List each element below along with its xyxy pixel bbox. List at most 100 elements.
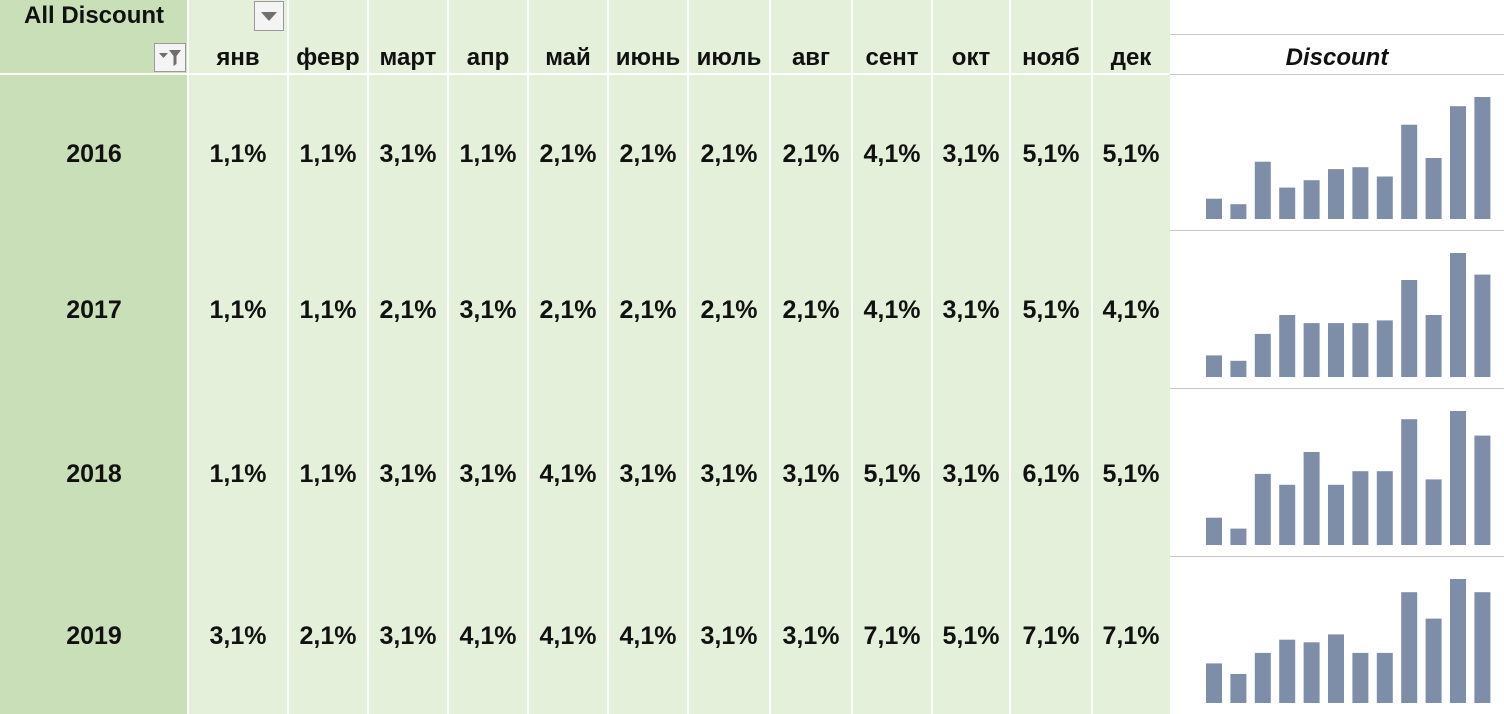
discount-cell[interactable]: 3,1% [619, 460, 677, 488]
discount-cell[interactable]: 7,1% [1102, 622, 1160, 650]
discount-cell[interactable]: 3,1% [942, 296, 1000, 324]
discount-cell[interactable]: 4,1% [863, 140, 921, 168]
discount-sparkline [1206, 411, 1491, 545]
discount-cell[interactable]: 5,1% [1022, 140, 1080, 168]
sparkline-bar [1328, 323, 1344, 377]
discount-cell[interactable]: 3,1% [379, 460, 437, 488]
year-label[interactable]: 2018 [66, 460, 122, 488]
discount-cell[interactable]: 3,1% [459, 296, 517, 324]
discount-cell[interactable]: 2,1% [619, 296, 677, 324]
discount-cell[interactable]: 7,1% [863, 622, 921, 650]
sparkline-bar [1230, 360, 1247, 377]
sparkline-bar [1425, 479, 1442, 545]
discount-cell[interactable]: 5,1% [942, 622, 1000, 650]
sparkline-bar [1425, 158, 1442, 219]
sparkline-bar [1254, 161, 1271, 219]
discount-cell[interactable]: 4,1% [539, 622, 597, 650]
discount-cell[interactable]: 1,1% [459, 140, 517, 168]
discount-cell[interactable]: 2,1% [539, 296, 597, 324]
sparkline-bar [1303, 180, 1320, 219]
grid-vline [1009, 0, 1011, 714]
grid-vline [287, 0, 289, 714]
sparkline-bar [1352, 471, 1369, 545]
sparkline-bar [1425, 315, 1442, 377]
discount-cell[interactable]: 2,1% [700, 140, 758, 168]
discount-cell[interactable]: 3,1% [700, 622, 758, 650]
sparkline-bar [1474, 592, 1491, 703]
discount-sparkline [1206, 253, 1491, 377]
sparkline-bar [1450, 411, 1466, 545]
discount-cell[interactable]: 1,1% [299, 460, 357, 488]
discount-cell[interactable]: 5,1% [1102, 140, 1160, 168]
sparkline-header: Discount [1285, 44, 1389, 71]
month-header: сент [865, 44, 919, 71]
month-header: март [379, 44, 437, 71]
sparkline-bar [1206, 663, 1222, 703]
sparkline-bar [1279, 639, 1296, 703]
sparkline-bar [1352, 652, 1369, 703]
discount-cell[interactable]: 3,1% [700, 460, 758, 488]
discount-cell[interactable]: 2,1% [782, 296, 840, 324]
discount-cell[interactable]: 2,1% [539, 140, 597, 168]
sparkline-bar [1376, 320, 1393, 377]
filter-dropdown-button[interactable] [254, 1, 284, 31]
sparkline-bar [1352, 323, 1369, 377]
discount-cell[interactable]: 5,1% [863, 460, 921, 488]
sparkline-bar [1328, 484, 1344, 545]
discount-cell[interactable]: 5,1% [1102, 460, 1160, 488]
year-label[interactable]: 2016 [66, 140, 122, 168]
grid-vline [187, 0, 189, 714]
sparkline-bar [1401, 419, 1418, 545]
month-header: апр [466, 44, 510, 71]
grid-vline [607, 0, 609, 714]
discount-cell[interactable]: 1,1% [209, 460, 267, 488]
year-label[interactable]: 2017 [66, 296, 122, 324]
discount-cell[interactable]: 1,1% [299, 296, 357, 324]
discount-cell[interactable]: 3,1% [209, 622, 267, 650]
discount-cell[interactable]: 6,1% [1022, 460, 1080, 488]
discount-cell[interactable]: 3,1% [942, 140, 1000, 168]
discount-cell[interactable]: 4,1% [459, 622, 517, 650]
discount-cell[interactable]: 2,1% [299, 622, 357, 650]
discount-cell[interactable]: 4,1% [863, 296, 921, 324]
discount-cell[interactable]: 7,1% [1022, 622, 1080, 650]
row-filter-button[interactable] [154, 43, 186, 72]
discount-cell[interactable]: 3,1% [379, 622, 437, 650]
sparkline-bar [1230, 204, 1247, 219]
discount-cell[interactable]: 4,1% [539, 460, 597, 488]
discount-cell[interactable]: 2,1% [379, 296, 437, 324]
sparkline-row-divider [1170, 230, 1504, 231]
discount-cell[interactable]: 2,1% [782, 140, 840, 168]
grid-vline [1091, 0, 1093, 714]
discount-cell[interactable]: 4,1% [1102, 296, 1160, 324]
header-divider [0, 73, 1170, 75]
sparkline-bar [1450, 579, 1466, 703]
year-column-background [0, 0, 188, 714]
filter-icon [159, 50, 181, 66]
sparkline-bar [1425, 618, 1442, 703]
discount-cell[interactable]: 3,1% [782, 622, 840, 650]
month-header: нояб [1022, 44, 1080, 71]
discount-cell[interactable]: 3,1% [459, 460, 517, 488]
discount-cell[interactable]: 2,1% [700, 296, 758, 324]
discount-cell[interactable]: 4,1% [619, 622, 677, 650]
discount-cell[interactable]: 1,1% [209, 140, 267, 168]
discount-cell[interactable]: 2,1% [619, 140, 677, 168]
sparkline-row-divider [1170, 34, 1504, 35]
discount-cell[interactable]: 3,1% [782, 460, 840, 488]
discount-cell[interactable]: 3,1% [379, 140, 437, 168]
discount-cell[interactable]: 1,1% [299, 140, 357, 168]
discount-cell[interactable]: 3,1% [942, 460, 1000, 488]
sparkline-row-divider [1170, 74, 1504, 75]
sparkline-bar [1474, 274, 1491, 377]
sparkline-bar [1206, 355, 1222, 377]
discount-cell[interactable]: 1,1% [209, 296, 267, 324]
month-header: янв [216, 44, 260, 71]
discount-cell[interactable]: 5,1% [1022, 296, 1080, 324]
discount-sparkline [1206, 579, 1491, 703]
month-header: дек [1110, 44, 1152, 71]
sparkline-bar [1474, 435, 1491, 545]
year-label[interactable]: 2019 [66, 622, 122, 650]
grid-vline [931, 0, 933, 714]
